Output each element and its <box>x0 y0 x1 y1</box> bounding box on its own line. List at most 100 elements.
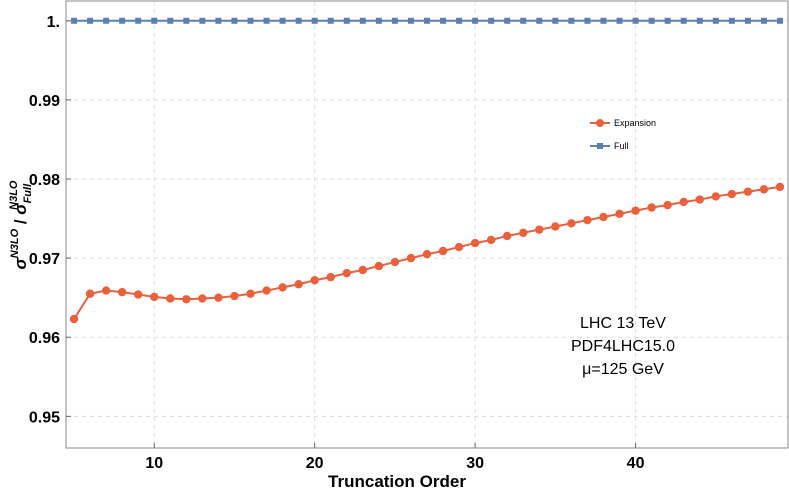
data-point <box>150 292 159 302</box>
grid-lines <box>66 1 788 448</box>
data-point <box>743 187 753 196</box>
y-axis-label: σN3LO / σFullN3LO <box>8 180 34 269</box>
data-point <box>263 17 270 24</box>
data-point <box>503 231 512 241</box>
data-point <box>712 17 719 24</box>
data-point <box>680 17 687 24</box>
data-point <box>390 257 400 267</box>
data-point <box>85 289 95 298</box>
data-point <box>600 17 607 24</box>
data-point <box>551 222 560 231</box>
data-point <box>406 253 416 263</box>
data-point <box>424 17 430 24</box>
y-label-sup: N3LO <box>9 228 21 258</box>
data-point <box>311 17 318 24</box>
legend-label: Expansion <box>614 118 656 128</box>
annotation-block: LHC 13 TeV PDF4LHC15.0 μ=125 GeV <box>571 315 675 378</box>
y-tick-label: 0.95 <box>29 409 60 426</box>
legend-swatch-marker <box>597 143 603 149</box>
legend-item-full: Full <box>590 141 629 151</box>
data-point <box>87 17 94 24</box>
data-point <box>103 17 110 24</box>
data-point <box>247 17 254 24</box>
data-point <box>454 242 464 252</box>
legend-item-expansion: Expansion <box>590 118 656 128</box>
data-point <box>583 215 592 225</box>
data-point <box>198 294 207 303</box>
data-point <box>438 246 448 256</box>
data-point <box>375 17 382 24</box>
data-point <box>520 17 527 24</box>
data-point <box>728 17 735 24</box>
data-point <box>664 17 671 24</box>
data-point <box>663 200 672 210</box>
plot-frame <box>65 0 789 449</box>
data-point <box>567 219 576 228</box>
data-point <box>214 293 223 302</box>
annotation-line-2: PDF4LHC15.0 <box>571 338 675 355</box>
data-point <box>422 249 432 259</box>
svg-text:σN3LO / σFullN3LO: σN3LO / σFullN3LO <box>8 180 34 269</box>
legend-swatch-marker <box>596 119 604 127</box>
data-point <box>711 192 720 201</box>
data-point <box>166 294 175 303</box>
data-point <box>536 17 543 24</box>
y-label-sigma: σ <box>11 257 30 269</box>
series-layer <box>69 17 785 324</box>
data-point <box>552 17 559 24</box>
y-tick-label: 1. <box>47 14 60 31</box>
data-point <box>310 276 319 285</box>
data-point <box>246 289 255 298</box>
legend: Expansion Full <box>590 118 656 151</box>
data-point <box>776 17 783 24</box>
annotation-line-1: LHC 13 TeV <box>580 315 666 332</box>
data-point <box>648 17 655 24</box>
data-point <box>679 197 688 207</box>
data-point <box>327 17 334 24</box>
data-point <box>326 272 335 282</box>
annotation-line-3: μ=125 GeV <box>582 361 664 378</box>
data-point <box>727 189 737 199</box>
y-label-sep: / <box>11 215 30 229</box>
y-tick-label: 0.96 <box>29 330 60 347</box>
data-point <box>760 17 767 24</box>
data-point <box>343 17 350 24</box>
series-expansion <box>69 182 785 324</box>
data-point <box>391 17 398 24</box>
data-point <box>695 195 704 204</box>
data-point <box>117 287 127 297</box>
data-point <box>615 209 624 219</box>
data-point <box>647 203 656 212</box>
data-point <box>294 280 303 289</box>
data-point <box>470 238 480 248</box>
data-point <box>568 17 575 24</box>
data-point <box>279 17 286 24</box>
data-point <box>472 17 479 24</box>
data-point <box>135 17 142 24</box>
x-axis-label: Truncation Order <box>328 472 466 491</box>
data-point <box>278 283 287 292</box>
y-tick-label: 0.99 <box>29 93 60 110</box>
data-point <box>101 286 111 295</box>
data-point <box>599 212 608 222</box>
y-tick-label: 0.98 <box>29 172 60 189</box>
data-point <box>134 290 143 299</box>
legend-label: Full <box>614 141 629 151</box>
data-point <box>119 17 126 24</box>
data-point <box>696 17 703 24</box>
axis-ticks: 10 20 30 40 0.95 0.96 0.97 0.98 0.99 1. <box>29 14 645 472</box>
data-point <box>231 17 238 24</box>
data-point <box>359 17 366 24</box>
x-tick-label: 20 <box>306 455 324 472</box>
data-point <box>440 17 447 24</box>
data-point <box>295 17 302 24</box>
data-point <box>504 17 511 24</box>
y-tick-label: 0.97 <box>29 251 60 268</box>
y-label-sup2: N3LO <box>8 180 20 210</box>
data-point <box>182 295 191 304</box>
data-point <box>199 17 206 24</box>
data-point <box>488 17 495 24</box>
data-point <box>167 17 174 24</box>
data-point <box>519 228 528 238</box>
